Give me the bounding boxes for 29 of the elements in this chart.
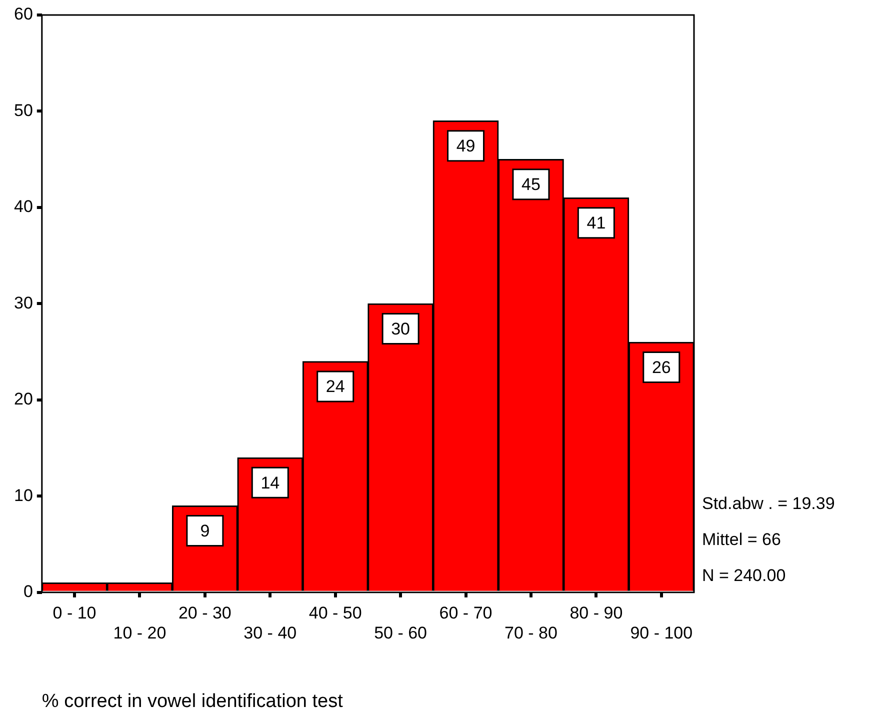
x-axis-title: % correct in vowel identification test: [42, 690, 344, 712]
y-tick-label: 30: [14, 293, 33, 312]
x-tick-label: 30 - 40: [244, 624, 297, 643]
text: Mittel = 66: [702, 530, 781, 550]
x-tick-label: 60 - 70: [439, 603, 492, 622]
y-tick-label: 40: [14, 197, 33, 216]
data-label: 9: [200, 521, 210, 540]
y-tick-label: 60: [14, 4, 33, 24]
x-tick-label: 80 - 90: [570, 603, 623, 622]
data-label: 41: [586, 214, 606, 233]
data-label: 24: [326, 377, 345, 396]
data-label: 30: [391, 319, 410, 338]
x-tick-label: 90 - 100: [630, 624, 693, 643]
x-tick-label: 0 - 10: [52, 603, 96, 622]
x-tick-label: 50 - 60: [374, 624, 428, 643]
y-tick-label: 0: [23, 582, 33, 602]
y-tick-label: 50: [14, 100, 33, 120]
y-tick-label: 10: [14, 486, 33, 505]
data-label: 45: [522, 175, 540, 194]
data-label: 14: [260, 473, 280, 492]
data-label: 26: [652, 358, 671, 377]
text: N = 240.00: [702, 566, 786, 586]
data-label: 49: [456, 136, 476, 156]
x-tick-label: 40 - 50: [308, 603, 362, 622]
text: Std.abw . = 19.39: [702, 494, 835, 514]
x-tick-label: 70 - 80: [504, 624, 558, 643]
y-tick-label: 20: [14, 390, 33, 409]
x-tick-label: 20 - 30: [178, 603, 232, 622]
x-tick-label: 10 - 20: [113, 624, 166, 643]
